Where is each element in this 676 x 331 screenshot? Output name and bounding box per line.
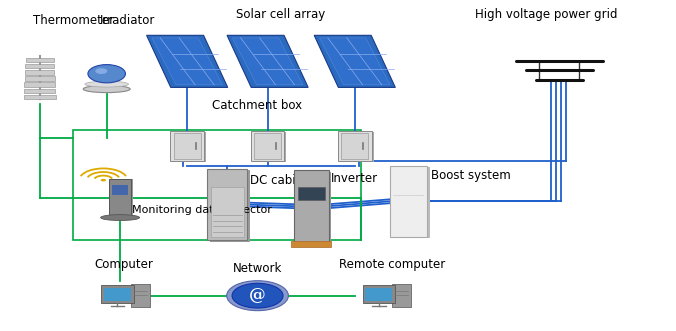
Text: Boost system: Boost system [431, 169, 511, 182]
Text: High voltage power grid: High voltage power grid [475, 8, 617, 21]
FancyBboxPatch shape [24, 76, 55, 81]
FancyBboxPatch shape [210, 170, 250, 242]
Circle shape [232, 283, 283, 308]
FancyBboxPatch shape [112, 185, 128, 195]
FancyBboxPatch shape [254, 133, 281, 159]
FancyBboxPatch shape [112, 179, 133, 218]
FancyBboxPatch shape [26, 58, 53, 62]
FancyBboxPatch shape [297, 172, 331, 243]
FancyBboxPatch shape [392, 284, 411, 307]
FancyBboxPatch shape [294, 170, 329, 242]
Polygon shape [152, 38, 222, 85]
Text: Catchment box: Catchment box [212, 99, 303, 112]
FancyBboxPatch shape [104, 288, 131, 301]
FancyBboxPatch shape [251, 131, 285, 161]
Ellipse shape [85, 81, 128, 87]
Text: Thermometer: Thermometer [33, 14, 114, 27]
Circle shape [101, 179, 106, 181]
FancyBboxPatch shape [110, 178, 131, 217]
Circle shape [226, 281, 289, 311]
Ellipse shape [101, 214, 139, 220]
FancyBboxPatch shape [24, 95, 55, 99]
FancyBboxPatch shape [172, 132, 206, 162]
FancyBboxPatch shape [24, 88, 55, 93]
FancyBboxPatch shape [131, 284, 149, 307]
Circle shape [88, 65, 126, 83]
FancyBboxPatch shape [25, 70, 54, 74]
Circle shape [95, 68, 107, 74]
FancyBboxPatch shape [366, 288, 392, 301]
Text: @: @ [249, 287, 266, 304]
FancyBboxPatch shape [211, 187, 244, 237]
Text: Monitoring data collector: Monitoring data collector [132, 205, 272, 214]
Text: DC cabinet: DC cabinet [250, 174, 315, 187]
FancyBboxPatch shape [25, 64, 54, 69]
FancyBboxPatch shape [170, 131, 204, 161]
FancyBboxPatch shape [253, 132, 287, 162]
Text: Computer: Computer [94, 258, 153, 271]
FancyBboxPatch shape [24, 82, 55, 87]
Text: Network: Network [233, 261, 283, 274]
Text: Irradiator: Irradiator [100, 14, 155, 27]
Text: Solar cell array: Solar cell array [237, 8, 326, 21]
Text: Remote computer: Remote computer [339, 258, 445, 271]
Polygon shape [147, 35, 228, 87]
FancyBboxPatch shape [291, 241, 331, 247]
FancyBboxPatch shape [174, 133, 201, 159]
Polygon shape [233, 38, 303, 85]
FancyBboxPatch shape [208, 169, 247, 240]
FancyBboxPatch shape [363, 285, 395, 303]
FancyBboxPatch shape [297, 187, 324, 200]
FancyBboxPatch shape [393, 167, 429, 238]
Ellipse shape [83, 85, 130, 93]
Polygon shape [320, 38, 390, 85]
Polygon shape [314, 35, 395, 87]
FancyBboxPatch shape [101, 285, 134, 303]
Polygon shape [227, 35, 308, 87]
Text: Inverter: Inverter [331, 172, 379, 185]
FancyBboxPatch shape [341, 133, 368, 159]
FancyBboxPatch shape [338, 131, 372, 161]
FancyBboxPatch shape [340, 132, 374, 162]
FancyBboxPatch shape [390, 166, 427, 237]
